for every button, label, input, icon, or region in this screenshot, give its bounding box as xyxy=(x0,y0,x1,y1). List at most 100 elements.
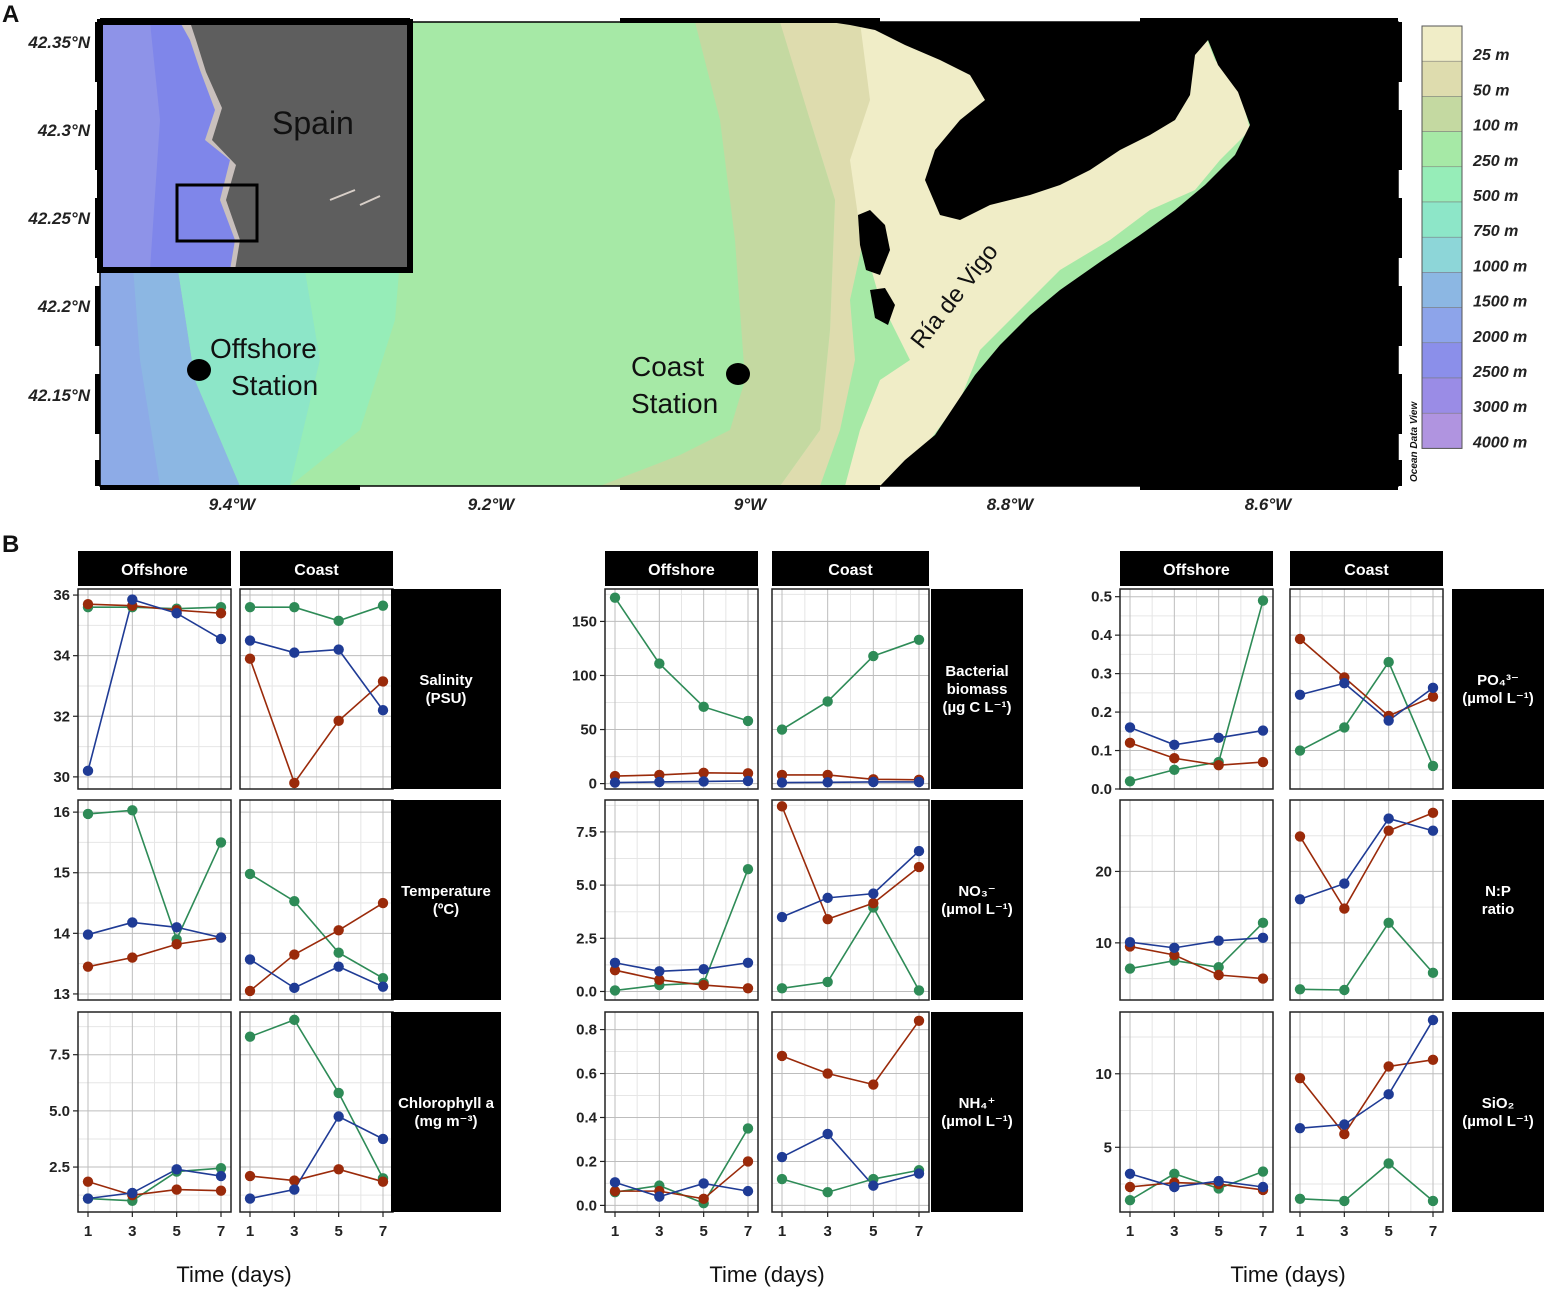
inset-map: Spain xyxy=(97,19,413,273)
facet-panel-offshore: 13 14 15 16 xyxy=(53,799,232,1003)
series-line-green xyxy=(249,1018,384,1179)
facet-panel-coast: 1 3 5 7 xyxy=(1289,1011,1444,1240)
series-line-blue xyxy=(87,921,222,939)
data-point-green xyxy=(244,868,256,880)
data-point-blue xyxy=(127,594,138,605)
data-point-blue xyxy=(654,1191,665,1202)
y-tick-label: 15 xyxy=(53,865,70,882)
y-tick-label: 0.3 xyxy=(1091,666,1112,683)
series-line-blue xyxy=(1129,726,1264,746)
inset-spain-label: Spain xyxy=(272,105,354,141)
data-point-blue xyxy=(171,922,182,933)
station-coast-label-line2: Station xyxy=(631,388,718,419)
panel-border xyxy=(1119,1011,1274,1213)
y-tick-label: 0.2 xyxy=(576,1153,597,1170)
series-line-blue xyxy=(1299,817,1434,901)
facet-panel-coast xyxy=(239,799,394,1001)
data-point-blue xyxy=(1213,732,1224,744)
data-point-red xyxy=(1124,737,1136,749)
data-point-red xyxy=(609,965,621,976)
series-line-blue xyxy=(614,1181,749,1198)
variable-strip xyxy=(391,800,501,1000)
legend-swatch xyxy=(1421,272,1463,308)
map-border-tick xyxy=(1397,110,1402,170)
data-point-green xyxy=(698,701,709,713)
y-tick-label: 32 xyxy=(53,708,70,725)
series-line-green xyxy=(87,1167,222,1202)
data-point-blue xyxy=(289,982,300,994)
y-tick-label: 0 xyxy=(589,776,597,793)
y-tick-label: 10 xyxy=(1095,935,1112,952)
legend-label: 1500 m xyxy=(1473,294,1527,311)
y-tick-label: 30 xyxy=(53,769,70,786)
lat-tick-label: 42.35°N xyxy=(27,33,90,52)
data-point-blue xyxy=(333,644,344,655)
facet-panel-offshore: 5 10 1 3 5 7 xyxy=(1095,1011,1274,1240)
data-point-red xyxy=(215,1185,227,1196)
y-tick-label: 100 xyxy=(572,667,597,684)
data-point-blue xyxy=(215,1170,227,1182)
series-line-blue xyxy=(781,1132,920,1187)
data-point-green xyxy=(289,896,300,907)
data-point-red xyxy=(333,925,344,936)
data-point-blue xyxy=(82,765,94,777)
panel-border xyxy=(77,1011,232,1213)
y-tick-label: 0.4 xyxy=(576,1109,598,1126)
series-line-green xyxy=(614,868,749,992)
data-point-red xyxy=(698,767,709,778)
legend-swatch xyxy=(1421,131,1463,168)
data-point-green xyxy=(1339,984,1350,996)
data-point-blue xyxy=(1169,942,1180,954)
data-point-red xyxy=(1383,825,1394,836)
y-tick-label: 0.6 xyxy=(576,1066,597,1083)
y-tick-label: 5.0 xyxy=(576,877,597,894)
panel-border xyxy=(771,799,930,1001)
variable-strip xyxy=(931,800,1023,1000)
data-point-blue xyxy=(1169,739,1180,750)
data-point-red xyxy=(1427,1054,1439,1065)
station-coast: Coast Station xyxy=(631,351,750,419)
x-tick-label: 7 xyxy=(915,1223,923,1240)
lon-tick-label: 9.2°W xyxy=(468,495,516,514)
chart-row: 2.5 5.0 7.5 1 3 5 7 1 3 5 7 Chlorophyll a(mg m⁻³) xyxy=(49,1011,501,1240)
data-point-blue xyxy=(1124,936,1136,948)
data-point-red xyxy=(82,1176,94,1187)
legend-frame xyxy=(1421,25,1463,449)
data-point-green xyxy=(289,1014,300,1026)
y-tick-label: 0.4 xyxy=(1091,627,1113,644)
data-point-green xyxy=(776,983,788,994)
series-line-red xyxy=(782,774,920,781)
data-point-red xyxy=(1213,969,1224,981)
data-point-blue xyxy=(868,776,879,788)
y-tick-label: 7.5 xyxy=(576,824,597,841)
x-tick-label: 7 xyxy=(1429,1223,1437,1240)
data-point-green xyxy=(1169,764,1180,775)
data-point-blue xyxy=(698,963,709,975)
variable-strip-label: (µmol L⁻¹) xyxy=(1462,690,1534,707)
data-point-red xyxy=(333,715,344,727)
x-tick-label: 5 xyxy=(172,1223,180,1240)
data-point-green xyxy=(377,972,389,984)
x-tick-label: 1 xyxy=(84,1223,92,1240)
data-point-red xyxy=(244,1170,256,1182)
data-point-red xyxy=(913,1015,925,1026)
panel-a-letter: A xyxy=(2,1,19,28)
series-line-blue xyxy=(1299,1019,1434,1129)
facet-panel-coast xyxy=(771,799,930,1001)
series-line-blue xyxy=(614,961,749,973)
series-line-red xyxy=(87,1180,222,1196)
panel-border xyxy=(604,1011,759,1213)
y-tick-label: 5 xyxy=(1104,1139,1112,1156)
data-point-green xyxy=(377,600,389,611)
data-point-blue xyxy=(1257,725,1269,736)
data-point-red xyxy=(822,913,833,925)
data-point-red xyxy=(913,861,925,873)
map-border-tick xyxy=(95,374,100,434)
chart-row: 0.0 0.2 0.4 0.6 0.8 1 3 5 7 1 3 5 7 NH₄⁺(µmol L⁻¹) xyxy=(576,1011,1023,1240)
panel-border xyxy=(604,588,759,790)
series-line-red xyxy=(1299,812,1434,911)
variable-strip-label: (mg m⁻³) xyxy=(415,1113,478,1130)
variable-strip-label: Bacterial xyxy=(945,663,1008,680)
station-offshore-label-line2: Station xyxy=(231,370,318,401)
data-point-green xyxy=(1257,917,1269,929)
